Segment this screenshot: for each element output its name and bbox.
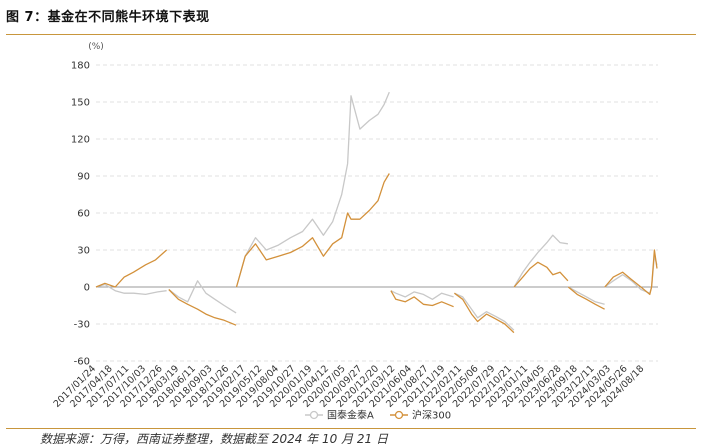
y-tick-label: 180	[71, 61, 90, 72]
legend-marker-dot	[309, 410, 319, 420]
y-tick-label: 120	[71, 135, 90, 146]
series-layer	[95, 91, 658, 334]
source-rule	[6, 428, 696, 429]
series-line-fund	[95, 283, 167, 296]
legend: 国泰金泰A 沪深300	[305, 409, 451, 422]
y-tick-label: -30	[74, 320, 90, 331]
grid-layer	[96, 64, 658, 362]
series-line-fund	[168, 280, 237, 314]
series-line-fund	[454, 292, 515, 331]
series-line-index	[235, 173, 390, 288]
x-tick-labels: 2017/01/242017/04/182017/07/112017/10/03…	[52, 363, 647, 410]
legend-marker-dot	[394, 410, 404, 420]
y-tick-label: 30	[77, 246, 90, 257]
title-rule	[6, 34, 696, 35]
y-tick-label: 60	[77, 209, 90, 220]
source-note: 数据来源：万得，西南证券整理，数据截至 2024 年 10 月 21 日	[40, 432, 388, 446]
series-line-index	[567, 286, 605, 310]
series-line-index	[168, 289, 237, 326]
y-tick-label: 90	[77, 172, 90, 183]
y-tick-label: -60	[74, 357, 90, 368]
y-tick-labels: -60 -30 0 30 60 90 120 150 180	[71, 61, 90, 368]
series-line-index	[390, 290, 454, 308]
legend-label: 国泰金泰A	[327, 409, 374, 422]
series-line-fund	[235, 91, 390, 288]
figure-title: 图 7：基金在不同熊牛环境下表现	[6, 10, 210, 25]
series-line-index	[95, 249, 168, 288]
series-line-index	[454, 292, 515, 334]
legend-label: 沪深300	[412, 409, 451, 422]
series-line-fund	[604, 255, 658, 294]
y-tick-label: 150	[71, 98, 90, 109]
y-axis-unit-label: (%)	[88, 42, 104, 52]
series-line-fund	[513, 234, 568, 288]
y-tick-label: 0	[84, 283, 90, 294]
series-line-fund	[390, 290, 454, 300]
series-line-index	[604, 249, 658, 296]
series-line-fund	[567, 286, 605, 305]
series-line-index	[513, 261, 569, 288]
